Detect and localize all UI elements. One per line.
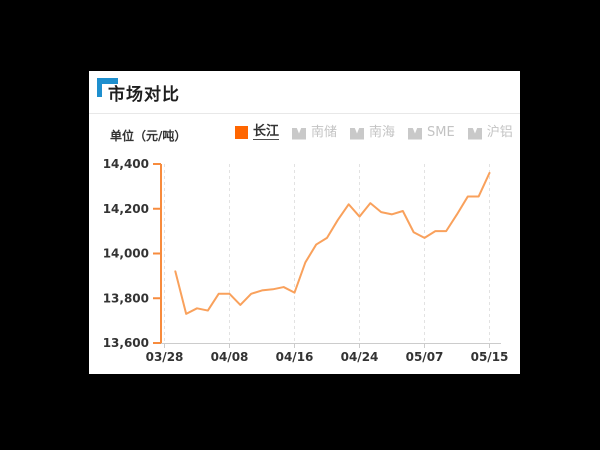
x-axis-label: 03/28 <box>146 350 184 364</box>
series-swatch-icon <box>235 126 248 139</box>
y-axis-label: 13,600 <box>103 336 149 350</box>
unselected-series-icon <box>292 127 307 139</box>
legend-item-label: 沪铝 <box>486 124 513 140</box>
unit-label: 单位（元/吨） <box>110 129 187 143</box>
y-axis-label: 14,400 <box>103 157 149 171</box>
y-axis-label: 14,000 <box>103 247 149 261</box>
legend-item[interactable]: 长江 <box>235 124 280 140</box>
unselected-series-icon <box>408 127 423 139</box>
card-header: 市场对比 <box>89 71 520 114</box>
series-line <box>174 171 491 315</box>
x-axis-label: 04/08 <box>211 350 249 364</box>
legend-item-label: 南海 <box>369 124 396 140</box>
x-axis-label: 04/24 <box>341 350 379 364</box>
legend-item-label: SME <box>427 124 455 140</box>
legend-item[interactable]: 沪铝 <box>467 124 513 140</box>
legend-item[interactable]: 南储 <box>292 124 338 140</box>
legend-item-label: 南储 <box>311 124 338 140</box>
legend-item-label: 长江 <box>253 124 280 140</box>
page-title: 市场对比 <box>108 85 180 105</box>
chart-legend: 长江 南储 南海 SME 沪铝 <box>235 125 513 140</box>
market-comparison-card: 市场对比 单位（元/吨） 长江 南储 南海 SME 沪铝 03/28 04/08 04/16… <box>89 71 520 374</box>
unselected-series-icon <box>350 127 365 139</box>
legend-item[interactable]: SME <box>408 124 455 140</box>
corner-accent-icon <box>97 78 118 97</box>
y-axis-label: 13,800 <box>103 291 149 305</box>
x-axis-label: 05/15 <box>471 350 509 364</box>
legend-item[interactable]: 南海 <box>350 124 396 140</box>
y-axis-label: 14,200 <box>103 202 149 216</box>
unselected-series-icon <box>467 127 482 139</box>
price-line-chart[interactable]: 03/28 04/08 04/16 04/24 05/07 05/15 13,600 13,8… <box>89 71 520 374</box>
x-axis-label: 04/16 <box>276 350 314 364</box>
x-axis-label: 05/07 <box>406 350 444 364</box>
